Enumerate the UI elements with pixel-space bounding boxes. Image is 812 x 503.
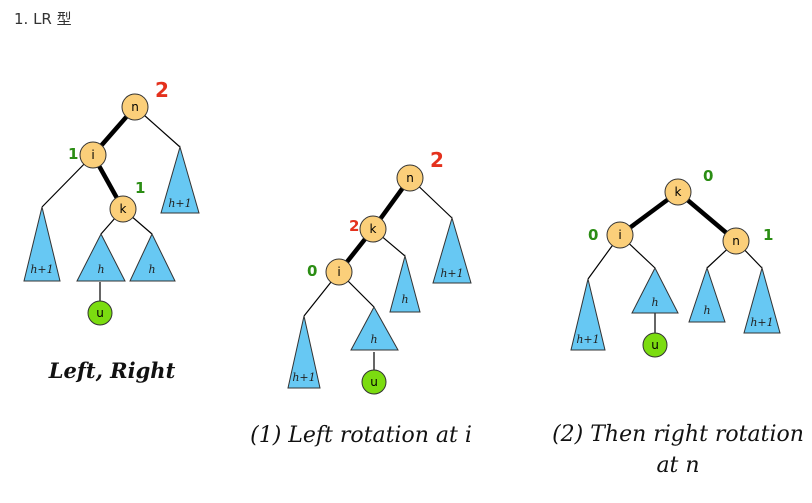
caption-left-right: Left, Right	[48, 358, 176, 383]
node-n	[396, 164, 424, 192]
subtree-n-right	[160, 145, 200, 214]
node-u	[87, 300, 113, 326]
node-label: k	[675, 185, 682, 199]
node-label: n	[131, 100, 139, 114]
node-label: i	[337, 265, 340, 279]
subtree-label: h	[370, 333, 377, 346]
subtree-n-right	[432, 216, 472, 284]
subtree-i-right	[631, 266, 679, 314]
balance-factor: 2	[349, 217, 359, 235]
node-label: u	[370, 375, 378, 389]
subtree-k-right	[389, 254, 421, 313]
node-k	[109, 195, 137, 223]
node-label: u	[651, 338, 659, 352]
subtree-label: h+1	[440, 267, 463, 280]
node-u	[361, 369, 387, 395]
balance-factor: 2	[155, 78, 169, 102]
node-label: i	[618, 228, 621, 242]
subtree-i-left	[570, 278, 606, 351]
subtree-label: h	[703, 304, 710, 317]
node-i	[606, 221, 634, 249]
node-k	[359, 215, 387, 243]
caption-step2-line2: at n	[656, 453, 699, 478]
subtree-label: h+1	[292, 371, 315, 384]
balance-factor: 1	[68, 145, 78, 163]
balance-factor: 1	[763, 226, 773, 244]
subtree-label: h	[651, 296, 658, 309]
subtree-i-right	[350, 305, 399, 351]
node-i	[79, 141, 107, 169]
balance-factor: 0	[588, 226, 598, 244]
node-u	[642, 332, 668, 358]
subtree-k-left	[76, 232, 126, 282]
balance-factor: 0	[307, 262, 317, 280]
subtree-label: h+1	[576, 333, 599, 346]
diagram-initial: h+1 h+1 h h n i k u 2 1 1 Left, Right	[23, 78, 200, 383]
subtree-n-right	[743, 266, 781, 334]
node-n	[121, 93, 149, 121]
node-k	[664, 178, 692, 206]
node-i	[325, 258, 353, 286]
node-n	[722, 227, 750, 255]
balance-factor: 1	[135, 179, 145, 197]
node-label: n	[406, 171, 414, 185]
subtree-i-left	[23, 206, 61, 282]
diagram-right-rotation: h+1 h h h+1 k i n u 0 0 1 (2) Then right…	[552, 167, 804, 478]
node-label: u	[96, 306, 104, 320]
balance-factor: 2	[430, 148, 444, 172]
subtree-label: h	[401, 293, 408, 306]
subtree-label: h+1	[168, 197, 191, 210]
node-label: k	[370, 222, 377, 236]
node-label: i	[91, 148, 94, 162]
subtree-label: h	[148, 263, 155, 276]
node-label: n	[732, 234, 740, 248]
section-heading: 1. LR 型	[14, 10, 72, 28]
subtree-label: h+1	[30, 263, 53, 276]
balance-factor: 0	[703, 167, 713, 185]
subtree-i-left	[287, 315, 321, 389]
subtree-label: h	[97, 263, 104, 276]
node-label: k	[120, 202, 127, 216]
caption-step2-line1: (2) Then right rotation	[552, 422, 804, 447]
subtree-n-left	[688, 266, 726, 323]
caption-step1: (1) Left rotation at i	[250, 423, 472, 448]
subtree-label: h+1	[750, 316, 773, 329]
diagram-left-rotation: h+1 h h+1 h n k i u 2 2 0 (1) Left rotat…	[250, 148, 472, 448]
subtree-k-right	[129, 232, 176, 282]
